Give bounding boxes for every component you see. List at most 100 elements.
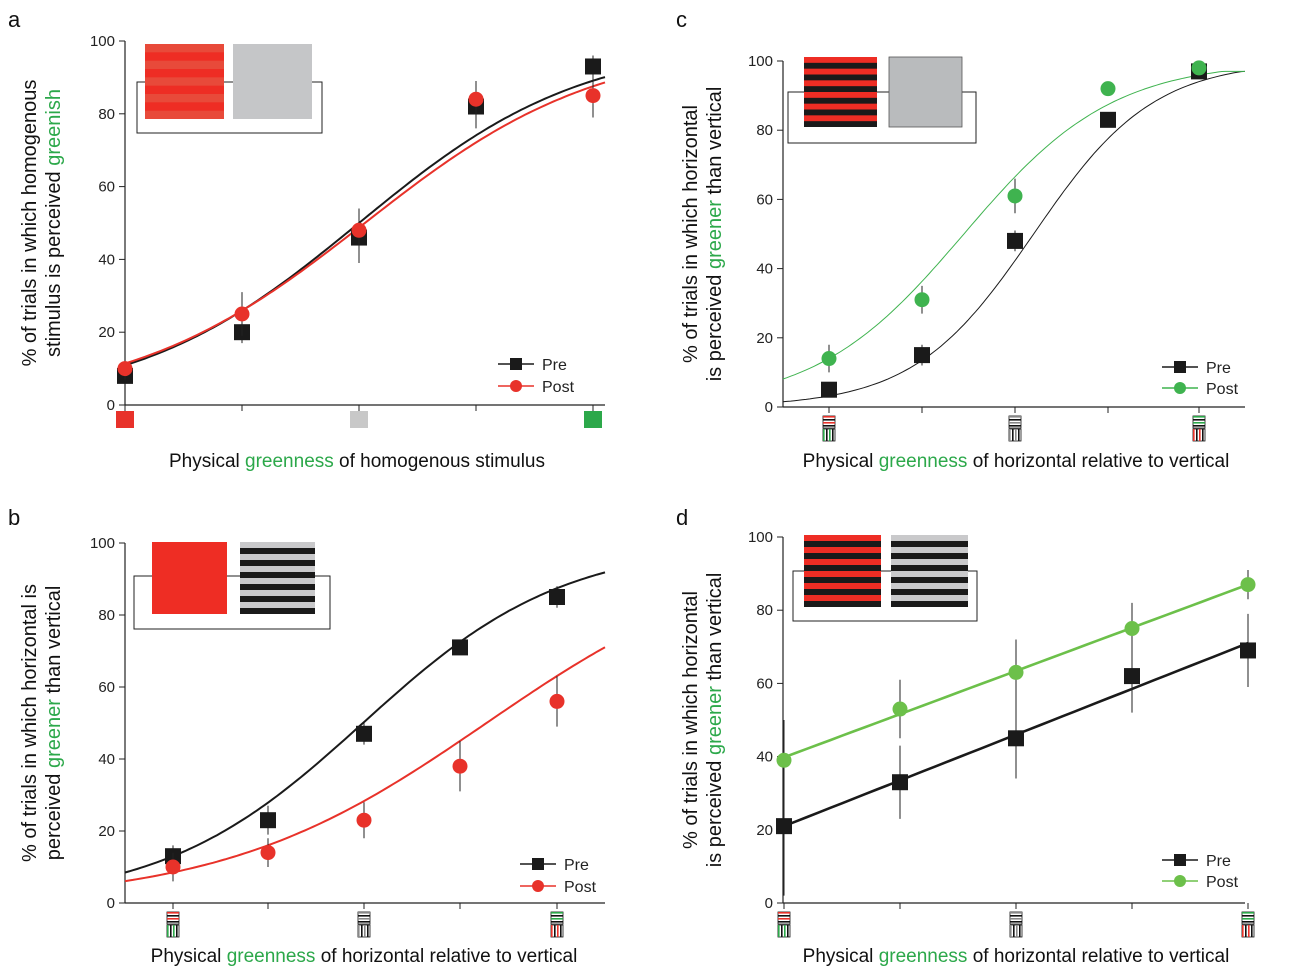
x-axis-title-suffix: of horizontal relative to vertical [967, 451, 1229, 472]
data-point-pre [452, 639, 468, 656]
y-tick-label: 80 [98, 607, 115, 624]
panel-letter: d [676, 505, 688, 530]
data-point-pre [1007, 232, 1023, 249]
y-tick-label: 80 [98, 106, 115, 123]
y-axis-title-highlight: greener [704, 200, 726, 269]
x-axis-title-suffix: of horizontal relative to vertical [967, 946, 1229, 967]
y-axis-title-highlight: greener [704, 686, 726, 755]
y-tick-label: 80 [756, 602, 773, 619]
data-point-pre [776, 818, 792, 835]
y-axis-title-line2-suffix: than vertical [704, 573, 726, 686]
data-point-pre [260, 812, 276, 829]
x-axis-title-prefix: Physical [803, 451, 879, 472]
legend-label-pre: Pre [542, 357, 567, 374]
y-axis-title: % of trials in which homogenous stimulus … [19, 80, 65, 367]
x-axis-title: Physical greenness of horizontal relativ… [803, 451, 1230, 472]
data-point-post [452, 758, 468, 774]
grating-stimulus-icon [1009, 911, 1023, 938]
data-point-post [1124, 621, 1140, 636]
y-tick-label: 100 [90, 33, 115, 50]
y-tick-label: 0 [765, 895, 773, 912]
y-tick-label: 40 [98, 751, 115, 768]
data-point-pre [356, 725, 372, 742]
y-axis-title-line2-prefix: is perceived [704, 269, 726, 381]
fit-curve-post [124, 81, 606, 365]
grating-stimulus-icon [777, 911, 791, 938]
y-axis-title-highlight: greenish [43, 89, 65, 166]
data-point-post [892, 701, 908, 717]
y-tick-label: 100 [748, 53, 773, 70]
grating-stimulus-icon [166, 911, 180, 938]
y-tick-label: 40 [98, 251, 115, 268]
panel-letter: b [8, 505, 20, 530]
grating-stimulus-icon [1241, 911, 1255, 938]
data-point-pre [1124, 668, 1140, 685]
legend-label-pre: Pre [564, 857, 589, 874]
y-axis-title-line2-prefix: is perceived [704, 755, 726, 867]
y-axis-title-line1: % of trials in which horizontal is [19, 584, 41, 862]
grating-stimulus-icon [550, 911, 564, 938]
legend-marker [1174, 854, 1186, 866]
y-axis-title-line1: % of trials in which horizontal [680, 105, 702, 363]
data-point-post [468, 91, 484, 107]
y-axis-title-highlight: greener [43, 699, 65, 768]
legend-marker [532, 858, 544, 870]
stimulus-swatch-icon [350, 411, 368, 428]
panel-b: b 0 20 40 60 80 100 % of trials in which horizo… [8, 505, 606, 967]
legend-label-pre: Pre [1206, 360, 1231, 377]
data-point-post [165, 859, 181, 875]
legend-label-post: Post [1206, 381, 1239, 398]
stimulus-inset [787, 56, 977, 144]
panel-a: a 0 20 40 60 80 100 % of trials in which homoge… [8, 7, 606, 472]
data-point-post [1100, 81, 1116, 97]
gray-square [233, 44, 312, 119]
grating-stimulus-icon [822, 415, 836, 442]
y-axis-title: % of trials in which horizontal is percei… [680, 573, 726, 868]
data-point-pre [1240, 642, 1256, 659]
y-axis-title-line2-suffix: than vertical [43, 586, 65, 699]
y-tick-label: 20 [756, 330, 773, 347]
data-point-post [585, 88, 601, 104]
y-tick-label: 100 [748, 529, 773, 546]
panel-c: c 0 20 40 60 80 100 % of trials in which horizo… [676, 7, 1246, 472]
legend-label-pre: Pre [1206, 853, 1231, 870]
x-axis-title-highlight: greenness [227, 946, 316, 967]
y-tick-label: 20 [98, 324, 115, 341]
legend-marker [1174, 382, 1186, 394]
legend-label-post: Post [564, 879, 597, 896]
panel-d: d 0 20 40 60 80 100 % of trials in which horizo… [676, 505, 1256, 967]
legend-label-post: Post [1206, 874, 1239, 891]
data-point-pre [892, 774, 908, 791]
data-point-pre [549, 589, 565, 605]
y-tick-label: 60 [756, 191, 773, 208]
data-point-pre [821, 381, 837, 398]
x-axis-title-prefix: Physical [169, 451, 245, 472]
x-axis-title: Physical greenness of horizontal relativ… [151, 946, 578, 967]
stimulus-swatch-icon [116, 411, 134, 428]
grating-stimulus-icon [357, 911, 371, 938]
y-tick-label: 60 [98, 179, 115, 196]
y-tick-label: 0 [107, 397, 115, 414]
panel-letter: a [8, 7, 21, 32]
y-tick-label: 40 [756, 749, 773, 766]
y-axis-title-line2-suffix: than vertical [704, 87, 726, 200]
x-axis-title-prefix: Physical [803, 946, 879, 967]
grating-stimulus-icon [1008, 415, 1022, 442]
y-tick-label: 80 [756, 122, 773, 139]
data-point-post [549, 693, 565, 709]
y-axis-title-line1: % of trials in which horizontal [680, 591, 702, 849]
data-point-post [351, 222, 367, 238]
data-point-post [356, 812, 372, 828]
fit-curve-pre [124, 571, 606, 874]
y-tick-label: 20 [756, 822, 773, 839]
y-tick-label: 100 [90, 535, 115, 552]
data-point-post [1007, 188, 1023, 204]
x-axis-title-highlight: greenness [879, 451, 968, 472]
x-axis-title-highlight: greenness [245, 451, 334, 472]
data-point-pre [1100, 111, 1116, 128]
data-point-post [117, 361, 133, 377]
legend-label-post: Post [542, 379, 575, 396]
data-point-pre [1008, 730, 1024, 747]
panel-letter: c [676, 7, 687, 32]
x-axis-title-prefix: Physical [151, 946, 227, 967]
